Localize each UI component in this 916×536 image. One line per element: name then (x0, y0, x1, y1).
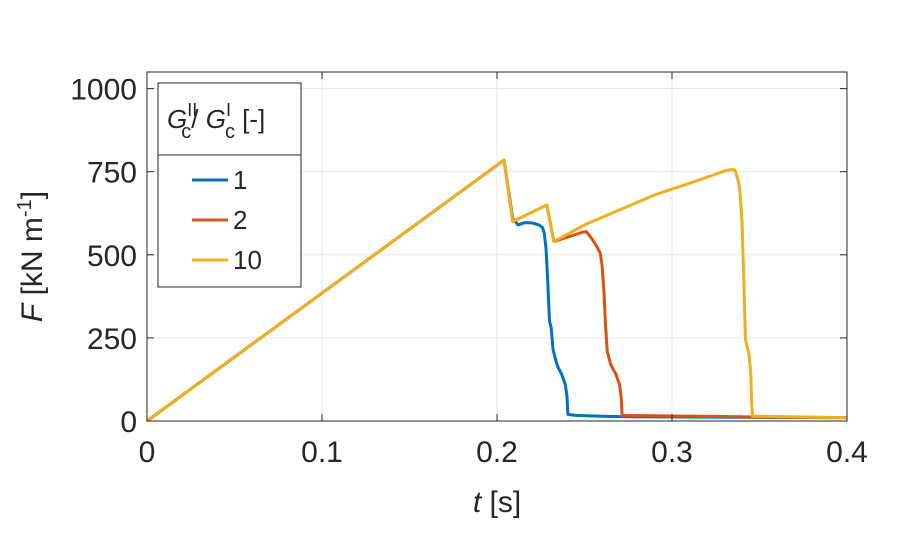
x-axis-label-unit: [s] (481, 486, 521, 519)
y-tick-label-1: 250 (87, 323, 137, 356)
x-tick-label-2: 0.2 (476, 436, 518, 469)
series-lines (146, 158, 848, 423)
y-tick-label-3: 750 (87, 157, 137, 190)
legend-title-sup2: I (226, 100, 231, 120)
svg-text:F [kN m-1]: F [kN m-1] (14, 191, 49, 322)
series-line-10 (146, 158, 848, 423)
y-axis-label-variable: F (16, 302, 49, 322)
y-axis-label-exponent: -1 (14, 199, 36, 217)
x-axis-label: t [s] (473, 486, 521, 519)
legend-box (157, 82, 302, 288)
y-axis-label-close: ] (16, 191, 49, 199)
series-line-1 (146, 158, 848, 423)
y-axis-label-unit: [kN m (16, 217, 49, 304)
x-tick-label-0: 0 (139, 436, 156, 469)
legend-title-sup1: II (187, 100, 197, 120)
legend-title-g1: G (167, 104, 187, 134)
legend-title-slash: / (191, 104, 205, 134)
x-tick-label-4: 0.4 (826, 436, 868, 469)
axis-ticks: 0 0.1 0.2 0.3 0.4 0 250 500 750 1000 (70, 72, 868, 469)
svg-text:t [s]: t [s] (473, 486, 521, 519)
legend-title-sub2: c (225, 121, 235, 143)
legend-label-2: 2 (233, 205, 247, 235)
y-tick-label-4: 1000 (70, 74, 137, 107)
legend-entries: 1 2 10 (192, 165, 262, 275)
legend-title-unit: [-] (235, 104, 265, 134)
x-axis-label-variable: t (473, 486, 483, 519)
y-axis-label: F [kN m-1] (14, 191, 49, 322)
legend-label-1: 1 (233, 165, 247, 195)
legend-title-g2: G (206, 104, 226, 134)
y-tick-label-0: 0 (120, 406, 137, 439)
y-tick-label-2: 500 (87, 240, 137, 273)
x-tick-label-3: 0.3 (651, 436, 693, 469)
x-tick-label-1: 0.1 (301, 436, 343, 469)
legend-label-10: 10 (233, 245, 262, 275)
legend-title-sub1: c (181, 121, 191, 143)
